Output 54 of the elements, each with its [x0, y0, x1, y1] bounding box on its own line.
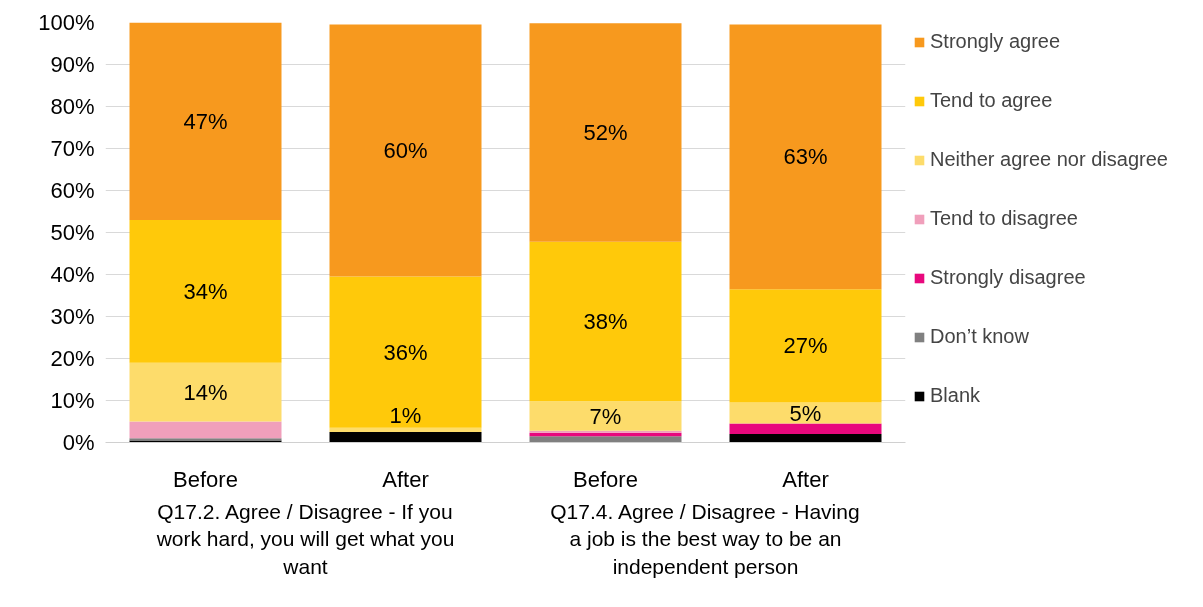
y-tick-label: 60%	[50, 178, 95, 203]
text: Q17.4. Agree / Disagree - Having a job is the best way to be an independent person	[550, 499, 860, 578]
data-label: 47%	[183, 108, 228, 134]
legend-label: Tend to disagree	[930, 207, 1078, 230]
data-label: 5%	[789, 400, 822, 426]
legend-label: Tend to agree	[930, 89, 1053, 112]
bar	[129, 421, 282, 439]
bar	[729, 434, 882, 443]
bar	[129, 219, 282, 363]
bar	[529, 241, 682, 402]
bar	[529, 23, 682, 242]
bar	[529, 401, 682, 431]
data-label: 7%	[589, 403, 622, 429]
bar	[329, 432, 482, 443]
y-tick-label: 70%	[50, 136, 95, 161]
data-label: 14%	[183, 379, 228, 405]
y-tick-label: 90%	[50, 52, 95, 77]
bar	[729, 24, 882, 290]
bar	[729, 289, 882, 403]
y-tick-label: 20%	[50, 346, 95, 371]
text: Q17.2. Agree / Disagree - If you work hard, you will get what you want	[155, 499, 455, 578]
bar	[729, 402, 882, 424]
y-tick-label: 40%	[50, 262, 95, 287]
legend-label: Strongly agree	[930, 30, 1061, 53]
data-label: 34%	[183, 278, 228, 304]
y-tick-label: 30%	[50, 304, 95, 329]
bar	[729, 423, 882, 435]
x-tick-label: After	[382, 466, 429, 492]
x-tick-label: Before	[173, 466, 238, 492]
legend-label: Strongly disagree	[930, 266, 1086, 289]
bar	[529, 436, 682, 443]
bar	[329, 427, 482, 432]
data-label: 27%	[783, 333, 828, 359]
bar	[129, 362, 282, 422]
x-tick-label: Before	[573, 466, 638, 492]
y-tick-label: 50%	[50, 220, 95, 245]
legend-label: Don’t know	[930, 325, 1029, 348]
x-tick-label: After	[782, 466, 829, 492]
y-tick-label: 0%	[62, 430, 95, 455]
y-tick-label: 10%	[50, 388, 95, 413]
data-label: 60%	[383, 138, 428, 164]
bar	[129, 22, 282, 220]
y-tick-label: 80%	[50, 94, 95, 119]
data-label: 1%	[389, 402, 422, 428]
data-label: 36%	[383, 339, 428, 365]
data-label: 52%	[583, 120, 628, 146]
bar	[529, 430, 682, 433]
bar	[329, 24, 482, 277]
legend-label: Neither agree nor disagree	[930, 148, 1168, 171]
y-tick-label: 100%	[38, 10, 95, 35]
data-label: 38%	[583, 309, 628, 335]
legend-label: Blank	[930, 384, 981, 407]
bar	[329, 276, 482, 428]
data-label: 63%	[783, 144, 828, 170]
